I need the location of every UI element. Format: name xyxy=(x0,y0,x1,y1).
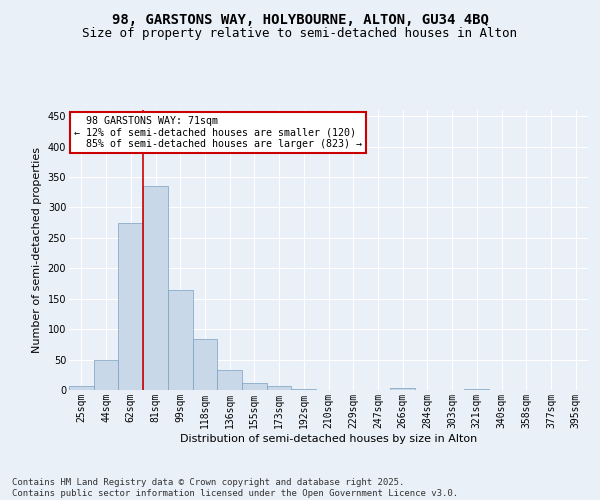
Bar xyxy=(242,382,267,390)
Text: Size of property relative to semi-detached houses in Alton: Size of property relative to semi-detach… xyxy=(83,28,517,40)
Bar xyxy=(143,186,168,390)
Y-axis label: Number of semi-detached properties: Number of semi-detached properties xyxy=(32,147,42,353)
Bar xyxy=(464,389,489,390)
Bar xyxy=(69,386,94,390)
Bar xyxy=(168,290,193,390)
Bar xyxy=(267,386,292,390)
Bar xyxy=(390,388,415,390)
X-axis label: Distribution of semi-detached houses by size in Alton: Distribution of semi-detached houses by … xyxy=(180,434,477,444)
Text: 98 GARSTONS WAY: 71sqm
← 12% of semi-detached houses are smaller (120)
  85% of : 98 GARSTONS WAY: 71sqm ← 12% of semi-det… xyxy=(74,116,362,149)
Bar xyxy=(217,370,242,390)
Bar xyxy=(118,222,143,390)
Text: 98, GARSTONS WAY, HOLYBOURNE, ALTON, GU34 4BQ: 98, GARSTONS WAY, HOLYBOURNE, ALTON, GU3… xyxy=(112,12,488,26)
Text: Contains HM Land Registry data © Crown copyright and database right 2025.
Contai: Contains HM Land Registry data © Crown c… xyxy=(12,478,458,498)
Bar xyxy=(193,340,217,390)
Bar xyxy=(94,360,118,390)
